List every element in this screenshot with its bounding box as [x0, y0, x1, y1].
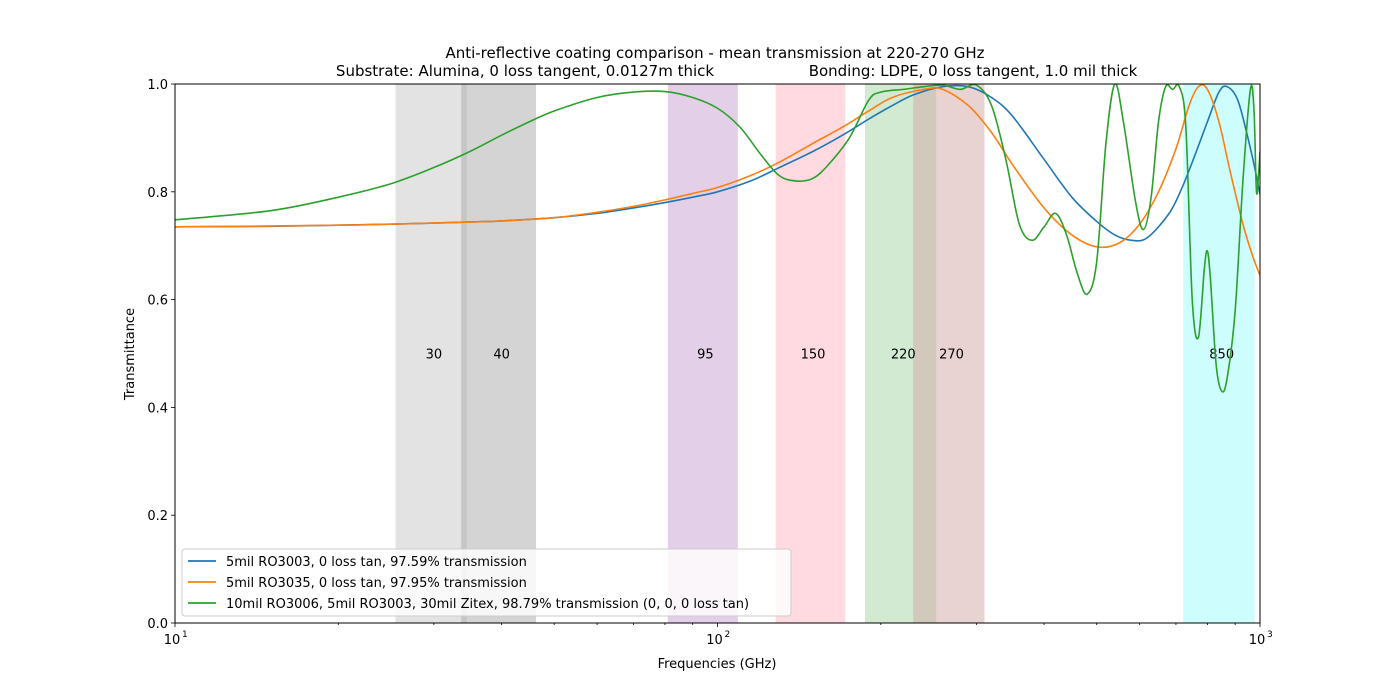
series-line-2 [175, 84, 1260, 276]
band-label-30: 30 [426, 348, 443, 363]
chart-title: Anti-reflective coating comparison - mea… [445, 44, 984, 62]
legend-entry-3: 10mil RO3006, 5mil RO3003, 30mil Zitex, … [226, 597, 749, 612]
y-tick-label: 0.0 [147, 617, 168, 632]
y-tick-label: 0.4 [147, 401, 168, 416]
series-line-3 [175, 84, 1260, 393]
frequency-bands [395, 84, 1255, 623]
x-tick-exponent: 1 [182, 630, 188, 640]
y-axis-label: Transmittance [123, 308, 138, 401]
band-label-220: 220 [891, 348, 916, 363]
band-label-40: 40 [493, 348, 510, 363]
x-tick-exponent: 2 [725, 630, 731, 640]
band-label-150: 150 [801, 348, 826, 363]
band-40 [461, 84, 537, 623]
chart-subtitle-right: Bonding: LDPE, 0 loss tangent, 1.0 mil t… [809, 62, 1138, 80]
x-axis-ticks: 10 1 10 2 10 3 [164, 623, 1273, 648]
x-axis-label: Frequencies (GHz) [658, 657, 777, 672]
y-tick-label: 0.2 [147, 509, 168, 524]
x-tick-label: 10 [706, 633, 723, 648]
y-axis-ticks: 0.0 0.2 0.4 0.6 0.8 1.0 [147, 78, 175, 632]
legend-entry-1: 5mil RO3003, 0 loss tan, 97.59% transmis… [226, 555, 527, 570]
band-270 [913, 84, 985, 623]
y-tick-label: 0.6 [147, 294, 168, 309]
band-150 [775, 84, 846, 623]
legend: 5mil RO3003, 0 loss tan, 97.59% transmis… [181, 548, 792, 617]
x-tick-label: 10 [1249, 633, 1266, 648]
x-tick-label: 10 [164, 633, 181, 648]
legend-box [181, 548, 792, 617]
x-tick-exponent: 3 [1267, 630, 1273, 640]
band-30 [395, 84, 467, 623]
band-95 [667, 84, 738, 623]
band-label-270: 270 [939, 348, 964, 363]
legend-entry-2: 5mil RO3035, 0 loss tan, 97.95% transmis… [226, 576, 527, 591]
series-lines [175, 84, 1260, 393]
y-tick-label: 0.8 [147, 186, 168, 201]
y-tick-label: 1.0 [147, 78, 168, 93]
band-labels: 30 40 95 150 220 270 850 [426, 348, 1235, 363]
band-label-95: 95 [697, 348, 714, 363]
chart-subtitle-left: Substrate: Alumina, 0 loss tangent, 0.01… [336, 62, 714, 80]
